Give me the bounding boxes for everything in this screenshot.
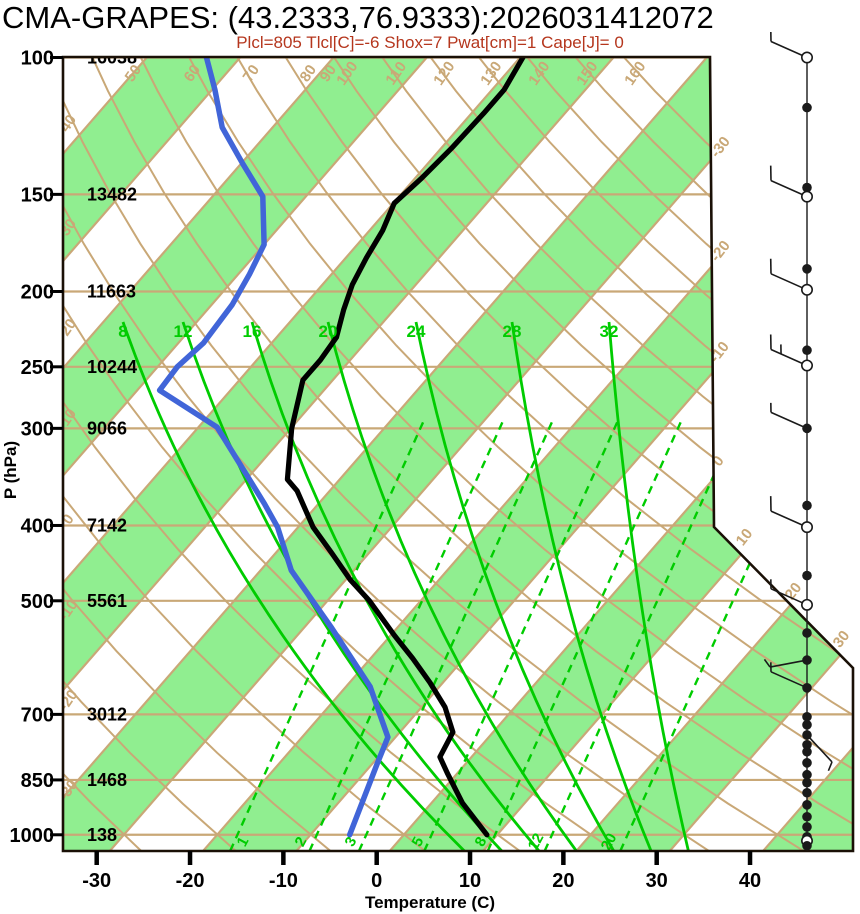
svg-text:-10: -10 [269, 870, 298, 892]
svg-text:16: 16 [243, 322, 262, 341]
svg-text:500: 500 [21, 591, 54, 613]
wind-barb [769, 165, 813, 203]
svg-text:60: 60 [181, 62, 204, 85]
svg-text:90: 90 [317, 62, 340, 85]
wind-profile [763, 31, 833, 851]
svg-text:20: 20 [782, 579, 806, 603]
wind-barb [770, 31, 813, 64]
svg-text:10244: 10244 [87, 357, 137, 377]
svg-text:16038: 16038 [87, 48, 137, 68]
svg-text:20: 20 [319, 322, 338, 341]
wind-barb [802, 822, 812, 832]
wind-barb [802, 840, 812, 851]
svg-text:30: 30 [830, 627, 854, 651]
svg-text:12: 12 [525, 831, 548, 854]
wind-barb [802, 758, 812, 768]
wind-barb [802, 746, 812, 757]
svg-text:160: 160 [621, 58, 649, 88]
svg-text:1468: 1468 [87, 770, 127, 790]
svg-text:1000: 1000 [10, 825, 55, 847]
svg-text:12: 12 [174, 322, 193, 341]
svg-text:138: 138 [87, 825, 117, 845]
wind-barb [802, 769, 812, 780]
svg-text:80: 80 [297, 62, 320, 85]
moist-adiabat-labels: 8 12 16 20 24 28 32 [118, 322, 618, 341]
svg-text:150: 150 [21, 184, 54, 206]
svg-text:50: 50 [122, 62, 145, 85]
wind-barb [802, 777, 812, 788]
svg-text:24: 24 [407, 322, 426, 341]
svg-text:10: 10 [459, 870, 481, 892]
svg-text:20: 20 [552, 870, 574, 892]
svg-text:11663: 11663 [87, 281, 136, 301]
pressure-axis: 100 150 200 250 300 400 500 700 850 1000 P (hPa) [1, 48, 63, 847]
svg-text:10: 10 [733, 525, 757, 549]
altitude-labels: 16038 13482 11663 10244 9066 7142 5561 3012 1468… [87, 48, 137, 845]
svg-text:7142: 7142 [87, 515, 127, 535]
svg-text:0: 0 [709, 453, 728, 470]
wind-barb [802, 500, 812, 511]
wind-barb [802, 345, 812, 356]
svg-text:250: 250 [21, 357, 54, 379]
svg-text:300: 300 [21, 418, 54, 440]
temperature-axis: -30 -20 -10 0 10 20 30 40 Temperature (C) [82, 851, 761, 912]
svg-text:28: 28 [503, 322, 522, 341]
wind-barb [770, 662, 812, 693]
wind-barb [802, 799, 812, 810]
moist-adiabats [121, 321, 690, 851]
wind-barb [802, 628, 812, 638]
dewpoint-curve [156, 57, 391, 838]
svg-text:-20: -20 [55, 687, 81, 715]
svg-text:200: 200 [21, 281, 54, 303]
svg-text:30: 30 [646, 870, 668, 892]
svg-text:32: 32 [600, 322, 619, 341]
chart-background: 1603813482116631024490667142556130121468… [55, 48, 853, 851]
green-shading-bands [63, 57, 853, 851]
svg-text:700: 700 [21, 704, 54, 726]
sounding-parameters: Plcl=805 Tlcl[C]=-6 Shox=7 Pwat[cm]=1 Ca… [236, 33, 624, 52]
svg-text:0: 0 [371, 870, 382, 892]
chart-frame [61, 55, 855, 853]
wind-barb [770, 579, 813, 611]
svg-text:850: 850 [21, 770, 54, 792]
wind-barb [769, 258, 813, 296]
wind-barb [802, 263, 812, 274]
svg-text:-20: -20 [176, 870, 205, 892]
wind-barb [802, 787, 812, 798]
y-axis-title: P (hPa) [1, 441, 20, 499]
svg-text:-30: -30 [82, 870, 111, 892]
svg-text:400: 400 [21, 515, 54, 537]
wind-barb [802, 102, 812, 113]
wind-barb [802, 811, 812, 822]
wind-barb [802, 711, 812, 722]
wind-barb [802, 182, 812, 193]
svg-text:70: 70 [240, 62, 263, 85]
svg-text:100: 100 [21, 48, 54, 70]
wind-barb [802, 730, 833, 772]
wind-barb [802, 570, 812, 581]
svg-text:3012: 3012 [87, 704, 127, 724]
svg-text:13482: 13482 [87, 184, 137, 204]
svg-text:9066: 9066 [87, 418, 127, 438]
wind-barb [769, 334, 813, 372]
wind-barb [769, 496, 813, 534]
svg-text:20: 20 [598, 831, 621, 854]
svg-text:8: 8 [118, 322, 127, 341]
svg-text:40: 40 [739, 870, 761, 892]
svg-text:5561: 5561 [87, 591, 127, 611]
svg-text:20: 20 [57, 316, 80, 339]
wind-barb [770, 402, 812, 434]
wind-barb [802, 739, 812, 750]
x-axis-title: Temperature (C) [365, 893, 495, 912]
page-title: CMA-GRAPES: (43.2333,76.9333):2026031412… [2, 0, 714, 35]
wind-barb [763, 655, 812, 668]
wind-barb [802, 720, 812, 730]
temperature-curve [284, 57, 526, 838]
